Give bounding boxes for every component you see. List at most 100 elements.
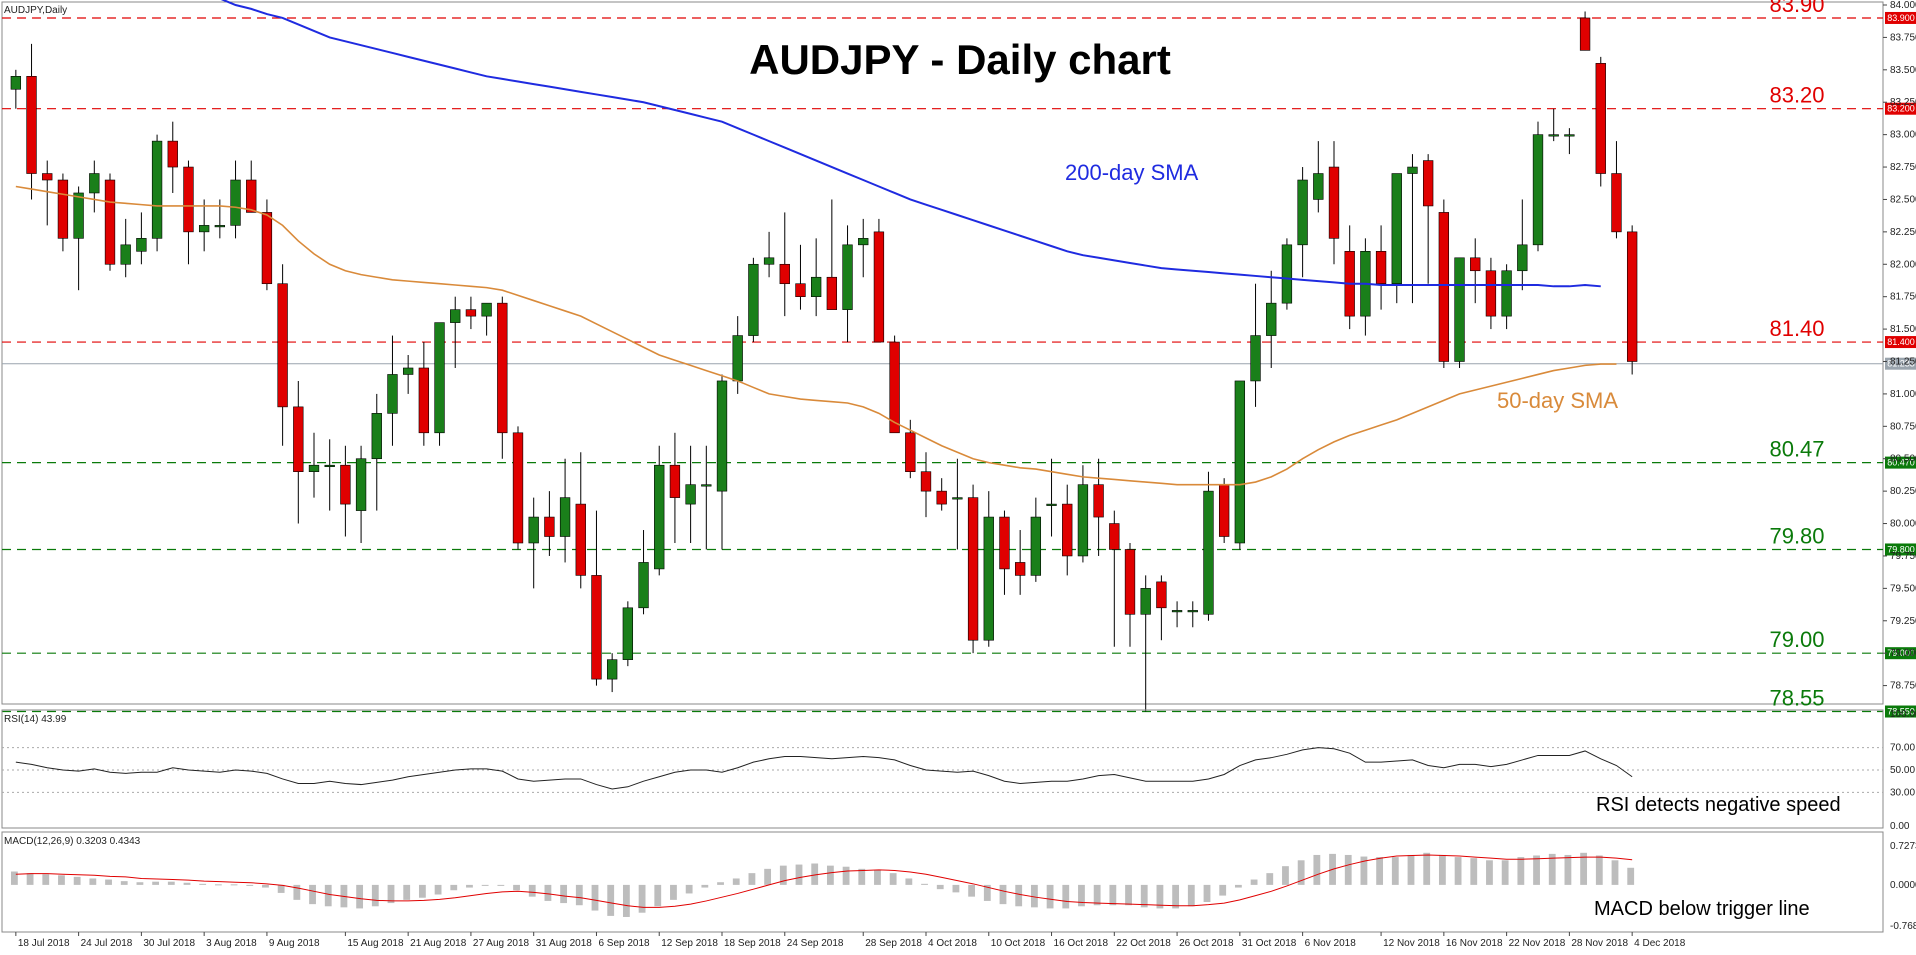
- y-tick-label: 80.250: [1890, 486, 1916, 497]
- macd-annotation: MACD below trigger line: [1594, 898, 1810, 920]
- macd-bar: [622, 884, 630, 917]
- x-tick-label: 10 Oct 2018: [991, 938, 1046, 949]
- macd-bar: [1156, 884, 1164, 909]
- rsi-tick-label: 0.00: [1890, 821, 1910, 832]
- candle-body: [842, 244, 853, 310]
- macd-bar: [764, 868, 772, 885]
- macd-bar: [1391, 857, 1399, 885]
- level-tag-bg: [1885, 543, 1916, 556]
- candle-body: [936, 490, 947, 505]
- x-tick-label: 27 Aug 2018: [473, 938, 530, 949]
- rsi-line: [15, 747, 1633, 790]
- macd-bar: [1454, 857, 1462, 885]
- candle-body: [528, 516, 539, 544]
- macd-bar: [1564, 854, 1572, 885]
- candle-body: [905, 432, 916, 472]
- y-tick-label: 80.750: [1890, 421, 1916, 432]
- level-tag-bg: [1885, 647, 1916, 660]
- candle-body: [1156, 581, 1167, 609]
- candle-body: [1124, 549, 1136, 615]
- candle-body: [1014, 562, 1026, 576]
- y-tick-label: 82.250: [1890, 227, 1916, 238]
- y-tick-label: 81.750: [1890, 292, 1916, 303]
- macd-bar: [889, 873, 897, 885]
- macd-bar: [1015, 884, 1023, 907]
- candle-body: [1611, 173, 1622, 233]
- macd-bar: [670, 884, 677, 900]
- level-tag-bg: [1885, 102, 1916, 115]
- candle-body: [685, 484, 696, 505]
- macd-bar: [748, 873, 756, 885]
- candle-body: [920, 471, 932, 492]
- candle-body: [1297, 179, 1308, 246]
- macd-bar: [73, 876, 81, 885]
- macd-bar: [1109, 884, 1117, 906]
- x-tick-label: 15 Aug 2018: [347, 938, 404, 949]
- macd-bar: [591, 884, 599, 911]
- candle-body: [1218, 484, 1230, 537]
- macd-bar: [152, 881, 160, 885]
- x-tick-label: 22 Oct 2018: [1116, 938, 1171, 949]
- rsi-tick-label: 70.00: [1890, 743, 1915, 754]
- current-price-tag-bg: [1885, 357, 1916, 370]
- candle-body: [873, 231, 885, 343]
- candle-body: [214, 225, 226, 228]
- candle-body: [1250, 335, 1261, 382]
- candle-body: [1391, 173, 1402, 285]
- candle-body: [654, 464, 665, 570]
- candle-body: [1187, 610, 1198, 613]
- macd-bar: [1062, 884, 1070, 909]
- candle-body: [355, 458, 367, 511]
- level-label: 79.80: [1769, 523, 1824, 548]
- macd-bar: [277, 884, 285, 893]
- candle-body: [1564, 134, 1575, 137]
- macd-bar: [1360, 856, 1368, 885]
- macd-bar: [324, 884, 332, 907]
- x-tick-label: 22 Nov 2018: [1509, 938, 1566, 949]
- candle-body: [1030, 516, 1042, 576]
- macd-bar: [1611, 860, 1619, 885]
- macd-bar: [1517, 857, 1525, 885]
- macd-bar: [1172, 884, 1180, 909]
- x-tick-label: 28 Nov 2018: [1571, 938, 1628, 949]
- candle-body: [779, 263, 790, 285]
- symbol-label: AUDJPY,Daily: [4, 5, 67, 16]
- candle-body: [89, 173, 100, 194]
- candle-body: [1171, 610, 1183, 613]
- macd-bar: [403, 884, 411, 900]
- x-tick-label: 24 Jul 2018: [81, 938, 133, 949]
- macd-bar: [1046, 884, 1054, 909]
- macd-signal-line: [15, 854, 1633, 908]
- macd-bar: [826, 865, 834, 885]
- macd-bar: [309, 884, 316, 905]
- candle-body: [57, 179, 69, 239]
- y-tick-label: 81.250: [1890, 357, 1916, 368]
- macd-bar: [1187, 884, 1195, 907]
- level-tag-bg: [1885, 11, 1916, 24]
- macd-bar: [183, 882, 191, 885]
- macd-bar: [58, 875, 65, 885]
- candle-body: [1328, 166, 1340, 239]
- macd-bar: [560, 884, 568, 904]
- macd-bar: [544, 884, 552, 901]
- candle-body: [591, 575, 602, 680]
- candle-body: [42, 173, 53, 181]
- level-label: 79.00: [1769, 627, 1824, 652]
- level-label: 80.47: [1769, 437, 1824, 462]
- candle-body: [1281, 244, 1293, 304]
- y-tick-label: 80.000: [1890, 519, 1916, 530]
- y-tick-label: 79.250: [1890, 616, 1916, 627]
- macd-bar: [1078, 884, 1085, 907]
- macd-bar: [779, 865, 787, 885]
- x-tick-label: 30 Jul 2018: [143, 938, 195, 949]
- level-tag: 80.470: [1887, 458, 1915, 468]
- candle-body: [669, 464, 681, 498]
- y-tick-label: 83.750: [1890, 32, 1916, 43]
- macd-bar: [1407, 854, 1415, 885]
- candle-body: [1077, 484, 1089, 557]
- macd-label: MACD(12,26,9) 0.3203 0.4343: [4, 836, 141, 847]
- macd-bar: [921, 883, 928, 885]
- macd-bar: [497, 884, 505, 886]
- macd-bar: [638, 884, 646, 913]
